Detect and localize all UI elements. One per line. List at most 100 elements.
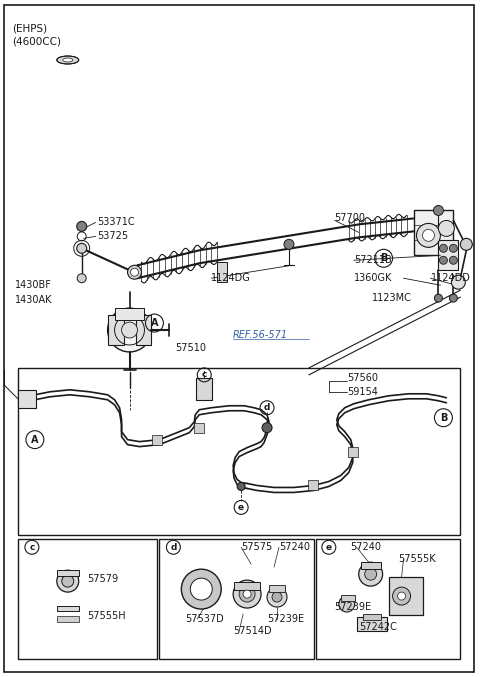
Text: 57240: 57240 xyxy=(279,542,310,552)
Text: e: e xyxy=(326,543,332,552)
Circle shape xyxy=(434,294,443,302)
Circle shape xyxy=(397,592,406,600)
Bar xyxy=(159,540,314,659)
Bar xyxy=(360,562,381,569)
Circle shape xyxy=(439,257,447,264)
Circle shape xyxy=(460,238,472,250)
Text: B: B xyxy=(440,413,447,422)
Circle shape xyxy=(359,562,383,586)
Circle shape xyxy=(393,587,410,605)
Bar xyxy=(153,435,162,445)
Text: c: c xyxy=(202,370,207,379)
Bar xyxy=(269,585,285,592)
Circle shape xyxy=(77,243,87,253)
Circle shape xyxy=(449,257,457,264)
Circle shape xyxy=(267,587,287,607)
Bar xyxy=(438,240,458,270)
Circle shape xyxy=(438,221,455,236)
Bar xyxy=(108,315,123,345)
Bar xyxy=(308,481,318,490)
Text: 57700: 57700 xyxy=(334,213,365,223)
Circle shape xyxy=(284,240,294,249)
Circle shape xyxy=(121,322,137,338)
Text: (EHPS): (EHPS) xyxy=(12,23,47,33)
Bar xyxy=(234,582,260,590)
Text: 1124DG: 1124DG xyxy=(211,274,251,283)
Circle shape xyxy=(449,244,457,253)
Text: 59154: 59154 xyxy=(347,387,378,397)
Circle shape xyxy=(108,308,152,352)
Text: 53371C: 53371C xyxy=(97,217,135,227)
Circle shape xyxy=(233,580,261,608)
Circle shape xyxy=(239,586,255,602)
Circle shape xyxy=(417,223,441,247)
Bar xyxy=(357,617,386,631)
Bar xyxy=(389,577,423,615)
Text: 57537D: 57537D xyxy=(185,614,224,624)
Circle shape xyxy=(262,422,272,433)
Circle shape xyxy=(422,230,434,241)
Text: REF.56-571: REF.56-571 xyxy=(233,330,288,340)
Bar xyxy=(115,308,144,320)
Text: A: A xyxy=(151,318,158,328)
Circle shape xyxy=(181,569,221,609)
Text: c: c xyxy=(29,543,35,552)
Bar xyxy=(57,606,79,611)
Circle shape xyxy=(439,244,447,253)
Circle shape xyxy=(190,578,212,600)
Text: 57211B: 57211B xyxy=(354,255,392,265)
Text: (4600CC): (4600CC) xyxy=(12,36,61,46)
Circle shape xyxy=(237,483,245,490)
Bar xyxy=(217,262,227,282)
Circle shape xyxy=(339,596,355,612)
Text: e: e xyxy=(238,503,244,512)
Circle shape xyxy=(77,274,86,283)
Circle shape xyxy=(77,221,87,232)
Bar xyxy=(341,595,355,601)
Bar xyxy=(194,422,204,433)
Bar xyxy=(18,540,157,659)
Text: 1430AK: 1430AK xyxy=(15,295,52,305)
Circle shape xyxy=(243,590,251,598)
Text: 1360GK: 1360GK xyxy=(354,274,392,283)
Text: 57242C: 57242C xyxy=(359,622,396,632)
Text: 57239E: 57239E xyxy=(267,614,304,624)
Circle shape xyxy=(433,206,444,215)
Text: d: d xyxy=(170,543,177,552)
Bar xyxy=(196,378,212,400)
Text: 53725: 53725 xyxy=(97,232,129,242)
Text: A: A xyxy=(31,435,38,445)
Circle shape xyxy=(365,568,377,580)
Bar xyxy=(135,315,152,345)
Bar xyxy=(57,570,79,576)
Bar xyxy=(57,616,79,622)
Bar xyxy=(18,368,460,536)
Circle shape xyxy=(128,265,142,279)
Circle shape xyxy=(131,268,139,276)
Text: 57555K: 57555K xyxy=(398,554,436,564)
Text: 57555H: 57555H xyxy=(88,611,126,621)
Text: d: d xyxy=(264,403,270,412)
Ellipse shape xyxy=(57,56,79,64)
Circle shape xyxy=(449,294,457,302)
Text: 1430BF: 1430BF xyxy=(15,280,52,290)
Text: B: B xyxy=(380,253,387,263)
Text: 1124DD: 1124DD xyxy=(431,274,470,283)
Text: 57514D: 57514D xyxy=(233,626,272,636)
Bar xyxy=(413,211,454,255)
Circle shape xyxy=(451,276,465,289)
Bar xyxy=(363,614,381,620)
Circle shape xyxy=(62,575,74,587)
Text: 57510: 57510 xyxy=(175,343,206,353)
Bar xyxy=(348,447,358,456)
Text: 57240: 57240 xyxy=(350,542,381,552)
Text: 57579: 57579 xyxy=(88,574,119,584)
Text: 1123MC: 1123MC xyxy=(372,293,411,303)
Ellipse shape xyxy=(63,58,73,62)
Circle shape xyxy=(272,592,282,602)
Text: 57239E: 57239E xyxy=(334,602,371,612)
Text: 57560: 57560 xyxy=(347,373,378,383)
Circle shape xyxy=(57,570,79,592)
Bar xyxy=(316,540,460,659)
Bar xyxy=(18,390,36,408)
